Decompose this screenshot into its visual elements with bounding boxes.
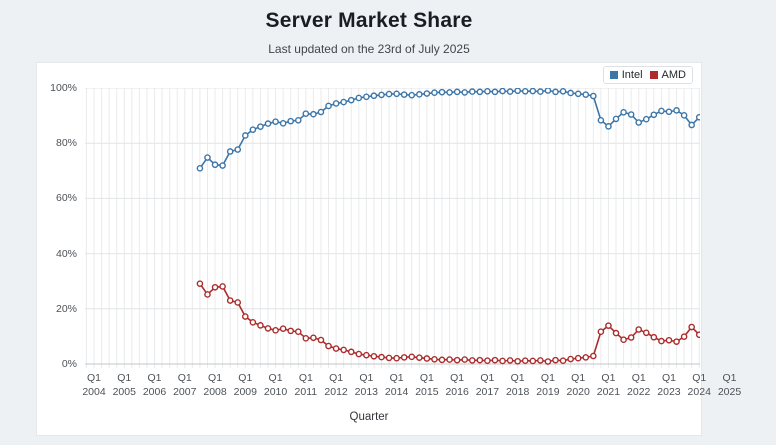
x-tick-label: Q1 2006	[142, 372, 167, 398]
y-tick-label: 80%	[55, 137, 77, 150]
y-tick-label: 0%	[61, 358, 77, 370]
chart-legend: Intel AMD	[602, 66, 693, 84]
x-tick-label: Q1 2019	[536, 372, 560, 398]
chart-title: Server Market Share	[265, 9, 473, 32]
x-tick-label: Q1 2004	[82, 372, 106, 398]
plot-area[interactable]	[85, 88, 700, 368]
x-tick-label: Q1 2011	[294, 372, 318, 398]
legend-item-amd[interactable]: AMD	[649, 69, 686, 81]
y-axis-labels: 0% 20% 40% 60% 80% 100%	[37, 82, 82, 370]
chart-card: Intel AMD 0% 20% 40% 60% 80% 100% Q1 2004 Q1 200…	[36, 62, 741, 436]
x-tick-label: Q1 2014	[384, 372, 409, 398]
x-tick-label: Q1 2020	[566, 372, 590, 398]
y-tick-label: 20%	[55, 302, 77, 315]
x-tick-label: Q1 2018	[505, 372, 530, 398]
x-tick-label: Q1 2007	[173, 372, 197, 398]
y-tick-label: 60%	[55, 192, 77, 205]
y-tick-label: 100%	[50, 82, 77, 94]
x-tick-label: Q1 2022	[627, 372, 651, 398]
x-tick-label: Q1 2017	[475, 372, 500, 398]
x-axis-title: Quarter	[349, 411, 389, 423]
x-tick-label: Q1 2005	[112, 372, 136, 398]
x-tick-label: Q1 2012	[324, 372, 348, 398]
legend-label-amd: AMD	[661, 69, 686, 81]
x-tick-label: Q1 2010	[263, 372, 288, 398]
page: Server Market Share Last updated on the …	[36, 9, 741, 436]
x-tick-label: Q1 2009	[233, 372, 257, 398]
x-tick-label: Q1 2008	[203, 372, 227, 398]
x-tick-label: Q1 2024	[687, 372, 711, 398]
x-tick-label: Q1 2013	[354, 372, 379, 398]
chart-subtitle: Last updated on the 23rd of July 2025	[268, 42, 470, 56]
x-tick-label: Q1 2016	[445, 372, 469, 398]
amd-series-swatch-icon	[649, 71, 658, 79]
x-tick-label: Q1 2025	[717, 372, 742, 398]
legend-label-intel: Intel	[621, 69, 643, 81]
legend-item-intel[interactable]: Intel	[609, 69, 643, 81]
x-tick-label: Q1 2021	[596, 372, 621, 398]
x-tick-label: Q1 2015	[415, 372, 439, 398]
x-tick-label: Q1 2023	[657, 372, 681, 398]
intel-series-swatch-icon	[609, 71, 618, 79]
y-tick-label: 40%	[55, 247, 77, 260]
